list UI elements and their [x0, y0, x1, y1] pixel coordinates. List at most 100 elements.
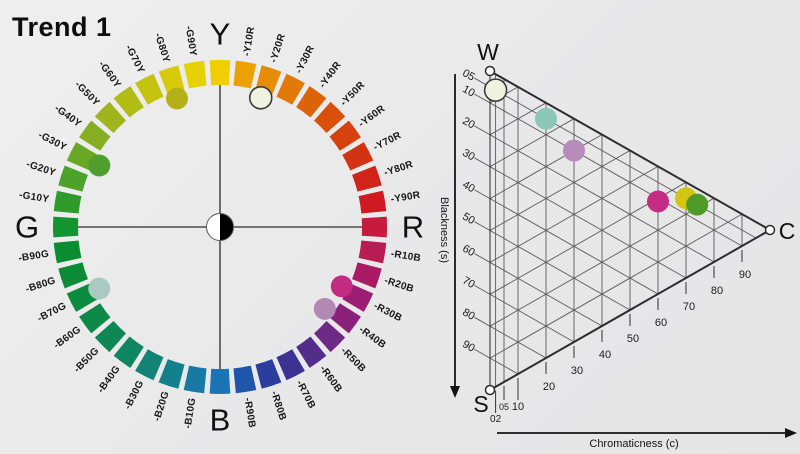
wheel-segment-G20Y: [58, 165, 88, 192]
wheel-segment-Y: [209, 60, 231, 86]
wheel-segment-R50B: [313, 320, 346, 353]
hue-circle: Y -Y10R -Y20R -Y30R -Y40R-Y50R-Y60R-Y70R -Y80…: [15, 17, 424, 438]
vertex-circle-s: [484, 384, 496, 396]
chromaticness-tick-label-70: 70: [683, 301, 695, 313]
cardinal-label-B: B: [210, 403, 231, 438]
blackness-gridline-10: [474, 93, 743, 247]
wheel-segment-G: [52, 216, 79, 238]
blackness-tick-label-05: 05: [460, 67, 477, 83]
hue-label-B40G: -B40G: [96, 364, 123, 396]
chromaticness-tick-label-60: 60: [655, 317, 667, 329]
blackness-axis-arrowhead: [450, 386, 460, 398]
center-marker-black-half: [220, 213, 234, 241]
blackness-gridline-60: [474, 253, 603, 327]
chromaticness-tick-label-90: 90: [739, 269, 751, 281]
wheel-segment-G70Y: [135, 73, 164, 105]
hue-label-Y90R: -Y90R: [390, 190, 422, 206]
hue-label-R20B: -R20B: [383, 275, 415, 295]
hue-label-B90G: -B90G: [18, 249, 50, 265]
vertex-circle-c: [764, 224, 776, 236]
wheel-segment-B60G: [79, 303, 111, 334]
wheel-segment-G40Y: [79, 120, 111, 151]
hue-label-R10B: -R10B: [390, 249, 422, 265]
page-title: Trend 1: [12, 12, 112, 42]
hue-label-Y70R: -Y70R: [372, 130, 404, 154]
chromaticness-tick-label-40: 40: [599, 349, 611, 361]
wheel-segment-B: [209, 368, 231, 394]
blackness-gridline-20: [474, 125, 715, 263]
wheel-segment-G50Y: [94, 101, 127, 134]
hue-label-G30Y: -G30Y: [36, 130, 68, 154]
chromaticness-tick-label-20: 20: [543, 381, 555, 393]
hue-label-G50Y: -G50Y: [72, 79, 101, 108]
wheel-dot-olive: [166, 87, 189, 110]
wheel-segment-Y60R: [329, 120, 361, 151]
wheel-segment-Y90R: [358, 190, 387, 214]
chromaticness-tick-label-02: 02: [490, 414, 502, 425]
blackness-tick-label-80: 80: [460, 306, 477, 322]
wheel-segment-B80G: [58, 262, 88, 289]
hue-label-R60B: -R60B: [317, 364, 344, 395]
hue-label-R30B: -R30B: [372, 301, 404, 325]
hue-label-R50B: -R50B: [338, 345, 367, 374]
blackness-tick-label-30: 30: [460, 147, 477, 163]
triangle-point-teal: [535, 107, 557, 130]
wheel-segment-R70B: [276, 349, 305, 381]
blackness-tick-label-70: 70: [460, 275, 477, 291]
blackness-gridline-50: [474, 221, 631, 311]
wheel-segment-R90B: [233, 365, 257, 394]
hue-label-B20G: -B20G: [152, 390, 172, 423]
wheel-segment-G80Y: [158, 65, 185, 95]
wheel-segment-B40G: [113, 336, 144, 368]
hue-label-B70G: -B70G: [36, 301, 69, 325]
wheel-segment-G60Y: [113, 86, 144, 118]
chromaticness-tick-label-05: 05: [499, 402, 509, 412]
wheel-segment-Y70R: [342, 142, 374, 171]
wheel-dot-pale-teal: [88, 277, 111, 300]
hue-label-Y60R: -Y60R: [357, 103, 388, 130]
hue-label-G20Y: -G20Y: [25, 159, 57, 179]
wheel-segment-R60B: [296, 336, 327, 368]
blackness-axis-label: Blackness (s): [438, 197, 450, 263]
hue-label-Y50R: -Y50R: [338, 79, 367, 108]
wheel-segment-Y30R: [276, 73, 305, 105]
hue-label-R40B: -R40B: [357, 324, 388, 351]
hue-label-Y10R: -Y10R: [242, 25, 258, 57]
wheel-dot-mauve: [313, 297, 336, 320]
blackness-gridline-05: [474, 77, 757, 239]
hue-label-R80B: -R80B: [268, 390, 288, 422]
wheel-segment-R40B: [329, 303, 361, 334]
wheel-segment-G10Y: [53, 190, 82, 214]
wheel-segment-B30G: [135, 349, 164, 381]
wheel-segment-R80B: [255, 359, 282, 389]
chromaticness-axis-arrowhead: [785, 428, 797, 438]
chromaticness-tick-label-10: 10: [512, 401, 524, 413]
wheel-dot-magenta: [330, 275, 353, 298]
hue-label-G40Y: -G40Y: [52, 103, 83, 130]
blackness-tick-label-20: 20: [460, 115, 477, 131]
vertex-label-w: W: [477, 39, 499, 65]
wheel-segment-Y80R: [352, 165, 382, 192]
wheel-dot-cream: [248, 85, 273, 110]
wheel-dot-green: [88, 154, 111, 177]
wheel-segment-B20G: [158, 359, 185, 389]
vertex-circle-w: [484, 65, 496, 77]
cardinal-label-G: G: [15, 210, 39, 245]
blackness-gridline-90: [474, 348, 519, 375]
blackness-tick-label-10: 10: [460, 83, 477, 99]
hue-label-R70B: -R70B: [294, 379, 318, 411]
hue-label-B10G: -B10G: [183, 397, 199, 429]
wheel-segment-G90Y: [183, 60, 207, 89]
wheel-segment-Y10R: [233, 60, 257, 89]
hue-label-Y40R: -Y40R: [317, 59, 344, 90]
chromaticness-axis-label: Chromaticness (c): [589, 438, 678, 450]
hue-label-R90B: -R90B: [242, 397, 258, 429]
hue-label-B80G: -B80G: [24, 275, 57, 295]
hue-label-Y30R: -Y30R: [294, 43, 318, 75]
vertex-label-c: C: [779, 218, 796, 244]
wheel-segment-R10B: [358, 240, 387, 264]
hue-label-G10Y: -G10Y: [18, 190, 50, 206]
